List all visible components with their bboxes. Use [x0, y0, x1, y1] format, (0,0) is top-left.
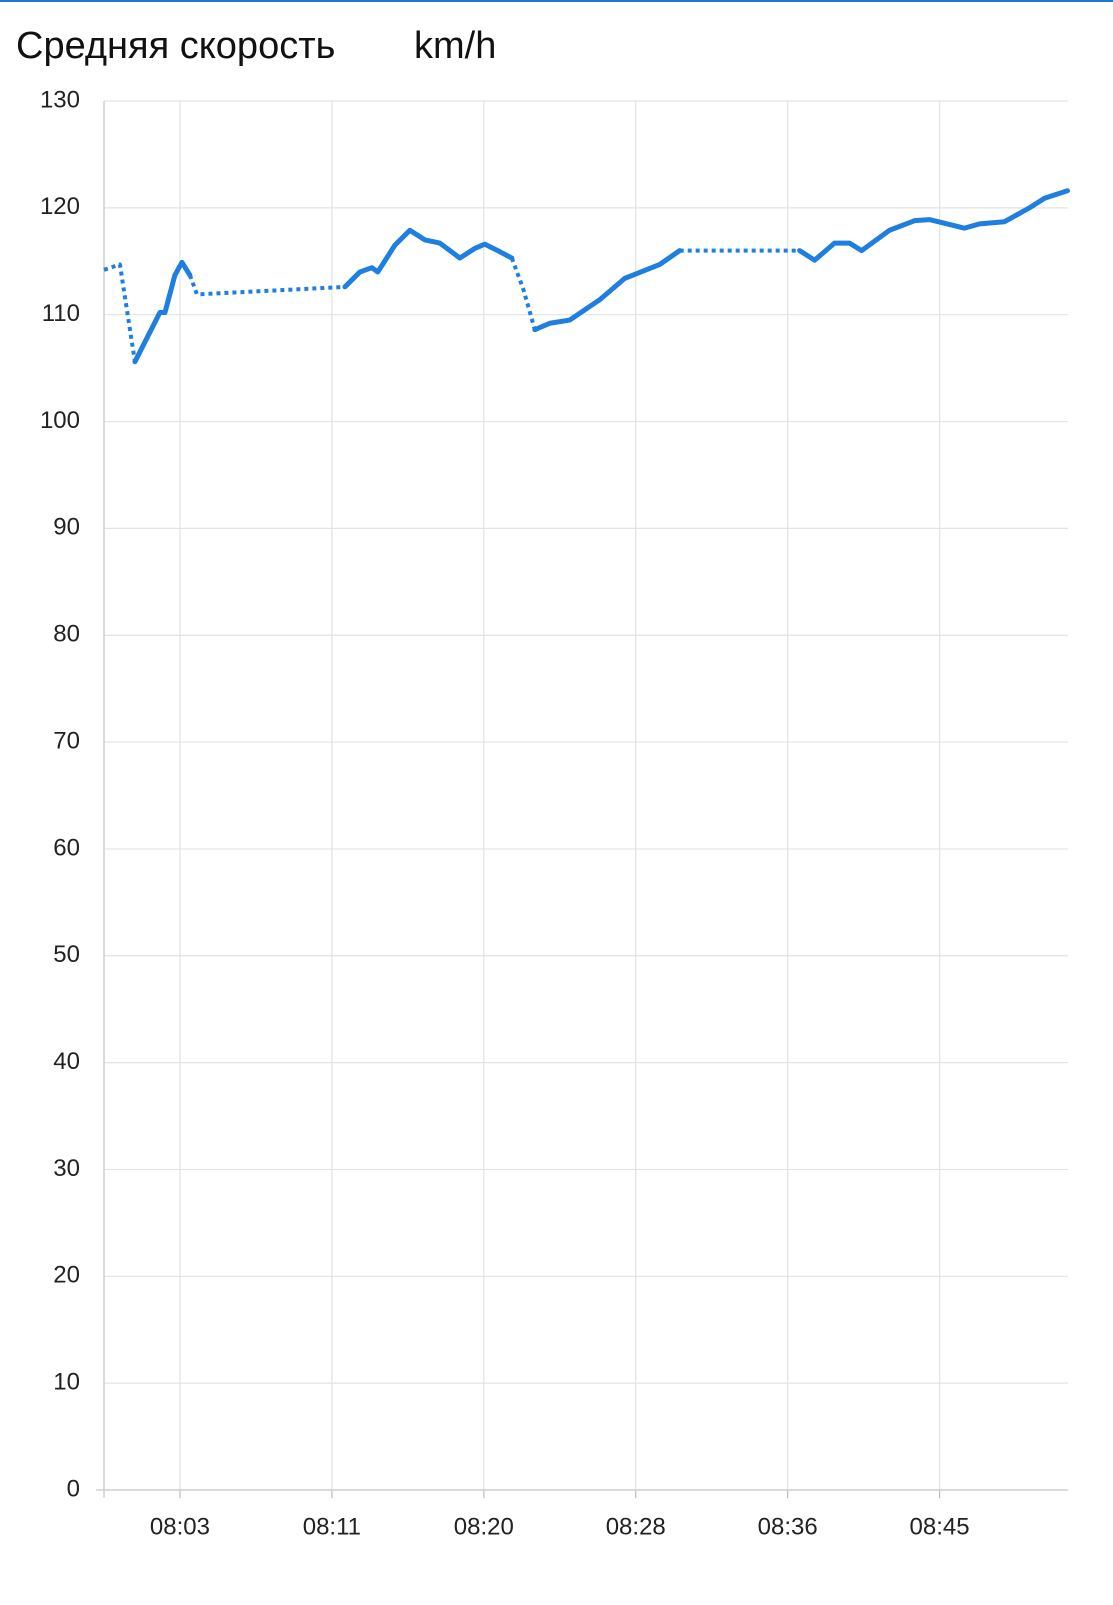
y-tick-label: 20: [53, 1262, 80, 1289]
x-tick-label: 08:20: [454, 1513, 514, 1540]
x-tick-label: 08:28: [606, 1513, 666, 1540]
chart-title: Средняя скорость: [16, 25, 335, 67]
data-line: [132, 188, 1070, 365]
y-tick-label: 90: [53, 514, 80, 541]
y-tick-label: 0: [67, 1475, 80, 1502]
x-tick-label: 08:45: [910, 1513, 970, 1540]
top-border: [0, 0, 1113, 2]
y-tick-label: 10: [53, 1368, 80, 1395]
x-tick-label: 08:36: [758, 1513, 818, 1540]
x-tick-label: 08:11: [303, 1513, 361, 1540]
y-tick-label: 40: [53, 1048, 80, 1075]
x-tick-label: 08:03: [150, 1513, 210, 1540]
data-line: [103, 248, 800, 363]
y-tick-label: 50: [53, 941, 80, 968]
y-tick-label: 120: [40, 193, 80, 220]
y-tick-label: 100: [40, 407, 80, 434]
y-tick-label: 70: [53, 727, 80, 754]
y-tick-label: 80: [53, 621, 80, 648]
y-tick-label: 60: [53, 834, 80, 861]
unit-label: km/h: [414, 25, 496, 67]
y-tick-label: 30: [53, 1155, 80, 1182]
y-tick-label: 110: [42, 300, 80, 327]
y-tick-label: 130: [40, 86, 80, 113]
